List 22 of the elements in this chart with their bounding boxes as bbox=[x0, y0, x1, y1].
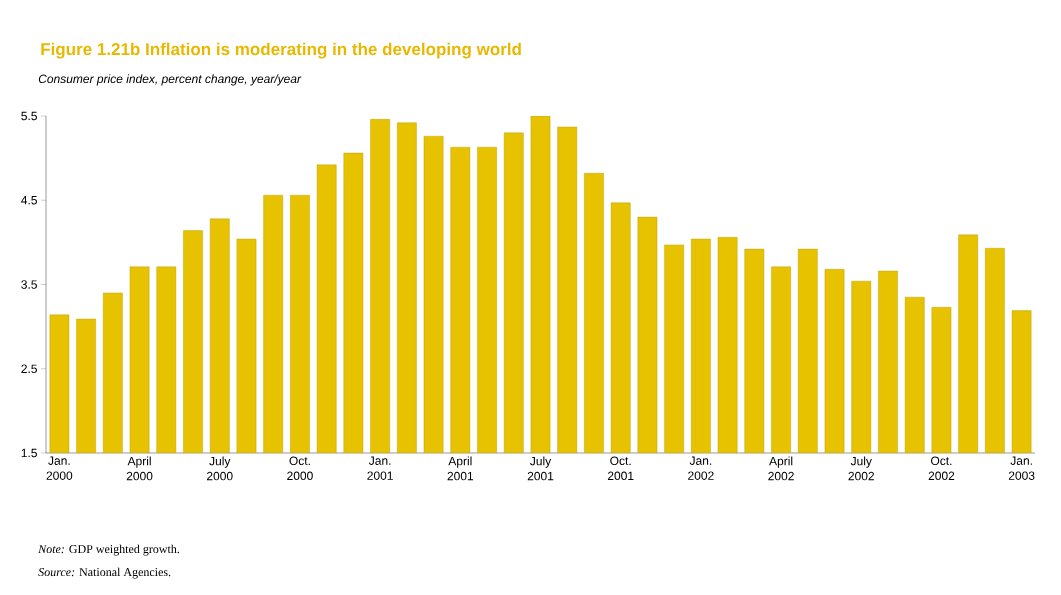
x-tick-label: Jan. 2001 bbox=[367, 456, 393, 480]
x-tick-label: July 2000 bbox=[206, 456, 233, 481]
text: Note: GDP weighted growth. bbox=[38, 544, 180, 556]
y-tick-label: 4.5 bbox=[21, 196, 37, 205]
chart-title: Figure 1.21b Inflation is moderating in the developing world bbox=[41, 42, 521, 59]
y-tick-label: 2.5 bbox=[21, 364, 37, 373]
x-tick-label: April 2002 bbox=[768, 456, 794, 481]
x-tick-label: Oct. 2000 bbox=[287, 456, 313, 481]
chart-subtitle: Consumer price index, percent change, year/year bbox=[38, 74, 302, 86]
x-tick-label: Oct. 2002 bbox=[928, 456, 955, 481]
text: Source: National Agencies. bbox=[38, 567, 171, 579]
y-tick-label: 1.5 bbox=[21, 448, 37, 458]
x-tick-label: Jan. 2000 bbox=[46, 456, 73, 480]
y-tick-label: 3.5 bbox=[21, 280, 37, 289]
x-tick-label: April 2000 bbox=[126, 456, 153, 481]
x-tick-label: Oct. 2001 bbox=[607, 456, 634, 481]
x-tick-label: July 2002 bbox=[848, 456, 874, 481]
x-tick-label: July 2001 bbox=[527, 456, 554, 481]
x-tick-label: Jan. 2003 bbox=[1008, 456, 1035, 480]
y-tick-label: 5.5 bbox=[21, 111, 37, 121]
x-tick-label: Jan. 2002 bbox=[688, 456, 714, 480]
x-tick-label: April 2001 bbox=[447, 456, 474, 481]
